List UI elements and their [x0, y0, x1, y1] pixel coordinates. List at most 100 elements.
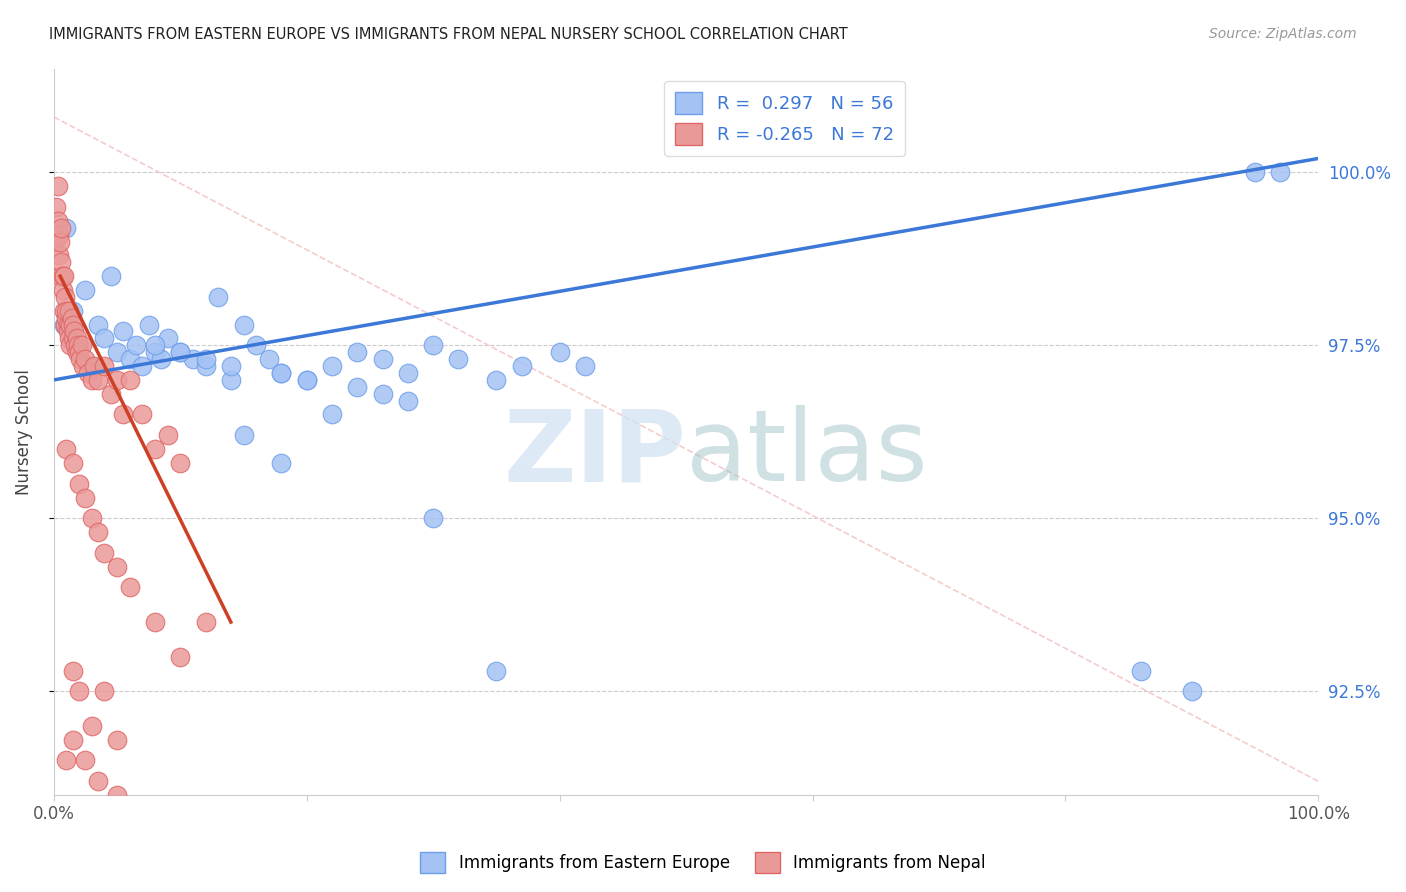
Point [105, 373, 128, 387]
Point [143, 338, 166, 352]
Point [49, 269, 72, 284]
Point [548, 345, 571, 359]
Point [105, 732, 128, 747]
Point [105, 559, 128, 574]
Point [371, 352, 394, 367]
Point [169, 345, 191, 359]
Point [194, 352, 217, 367]
Point [485, 373, 508, 387]
Point [371, 386, 394, 401]
Point [232, 318, 254, 332]
Point [63, 325, 86, 339]
Point [93, 684, 115, 698]
Text: ZIP: ZIP [503, 405, 686, 502]
Point [112, 408, 135, 422]
Point [207, 290, 229, 304]
Point [131, 359, 153, 373]
Point [51, 255, 73, 269]
Point [52, 269, 75, 284]
Point [52, 303, 75, 318]
Point [219, 359, 242, 373]
Point [46, 179, 69, 194]
Point [422, 338, 444, 352]
Point [143, 615, 166, 629]
Point [131, 408, 153, 422]
Point [87, 373, 110, 387]
Point [321, 408, 343, 422]
Point [67, 338, 90, 352]
Point [150, 352, 173, 367]
Point [62, 456, 84, 470]
Point [80, 719, 103, 733]
Point [75, 491, 97, 505]
Point [93, 546, 115, 560]
Point [138, 318, 160, 332]
Point [62, 303, 84, 318]
Point [270, 456, 292, 470]
Point [118, 581, 141, 595]
Point [87, 318, 110, 332]
Point [93, 359, 115, 373]
Point [1130, 664, 1153, 678]
Point [143, 442, 166, 456]
Point [75, 352, 97, 367]
Point [48, 248, 70, 262]
Point [105, 345, 128, 359]
Point [396, 393, 419, 408]
Point [72, 359, 94, 373]
Point [118, 352, 141, 367]
Point [59, 318, 82, 332]
Point [75, 754, 97, 768]
Point [1181, 684, 1204, 698]
Point [1270, 165, 1292, 179]
Point [58, 331, 80, 345]
Point [62, 732, 84, 747]
Point [65, 338, 87, 352]
Text: atlas: atlas [686, 405, 928, 502]
Point [169, 456, 191, 470]
Y-axis label: Nursery School: Nursery School [15, 369, 32, 495]
Point [65, 345, 87, 359]
Point [219, 373, 242, 387]
Point [58, 303, 80, 318]
Point [169, 345, 191, 359]
Point [510, 359, 533, 373]
Point [447, 352, 470, 367]
Point [87, 525, 110, 540]
Point [422, 511, 444, 525]
Point [100, 386, 122, 401]
Point [69, 352, 91, 367]
Point [232, 428, 254, 442]
Point [245, 338, 267, 352]
Point [396, 366, 419, 380]
Point [62, 331, 84, 345]
Point [1244, 165, 1267, 179]
Point [346, 345, 368, 359]
Point [62, 318, 84, 332]
Point [56, 325, 79, 339]
Point [55, 442, 77, 456]
Point [70, 338, 93, 352]
Legend: Immigrants from Eastern Europe, Immigrants from Nepal: Immigrants from Eastern Europe, Immigran… [413, 846, 993, 880]
Point [49, 235, 72, 249]
Point [80, 359, 103, 373]
Point [48, 227, 70, 242]
Point [485, 664, 508, 678]
Point [181, 352, 204, 367]
Point [270, 366, 292, 380]
Point [56, 318, 79, 332]
Point [100, 269, 122, 284]
Point [55, 754, 77, 768]
Point [65, 331, 87, 345]
Point [67, 684, 90, 698]
Text: Source: ZipAtlas.com: Source: ZipAtlas.com [1209, 27, 1357, 41]
Point [194, 359, 217, 373]
Point [295, 373, 318, 387]
Point [44, 235, 66, 249]
Point [59, 338, 82, 352]
Point [80, 373, 103, 387]
Point [55, 220, 77, 235]
Point [55, 303, 77, 318]
Point [87, 774, 110, 789]
Point [45, 200, 67, 214]
